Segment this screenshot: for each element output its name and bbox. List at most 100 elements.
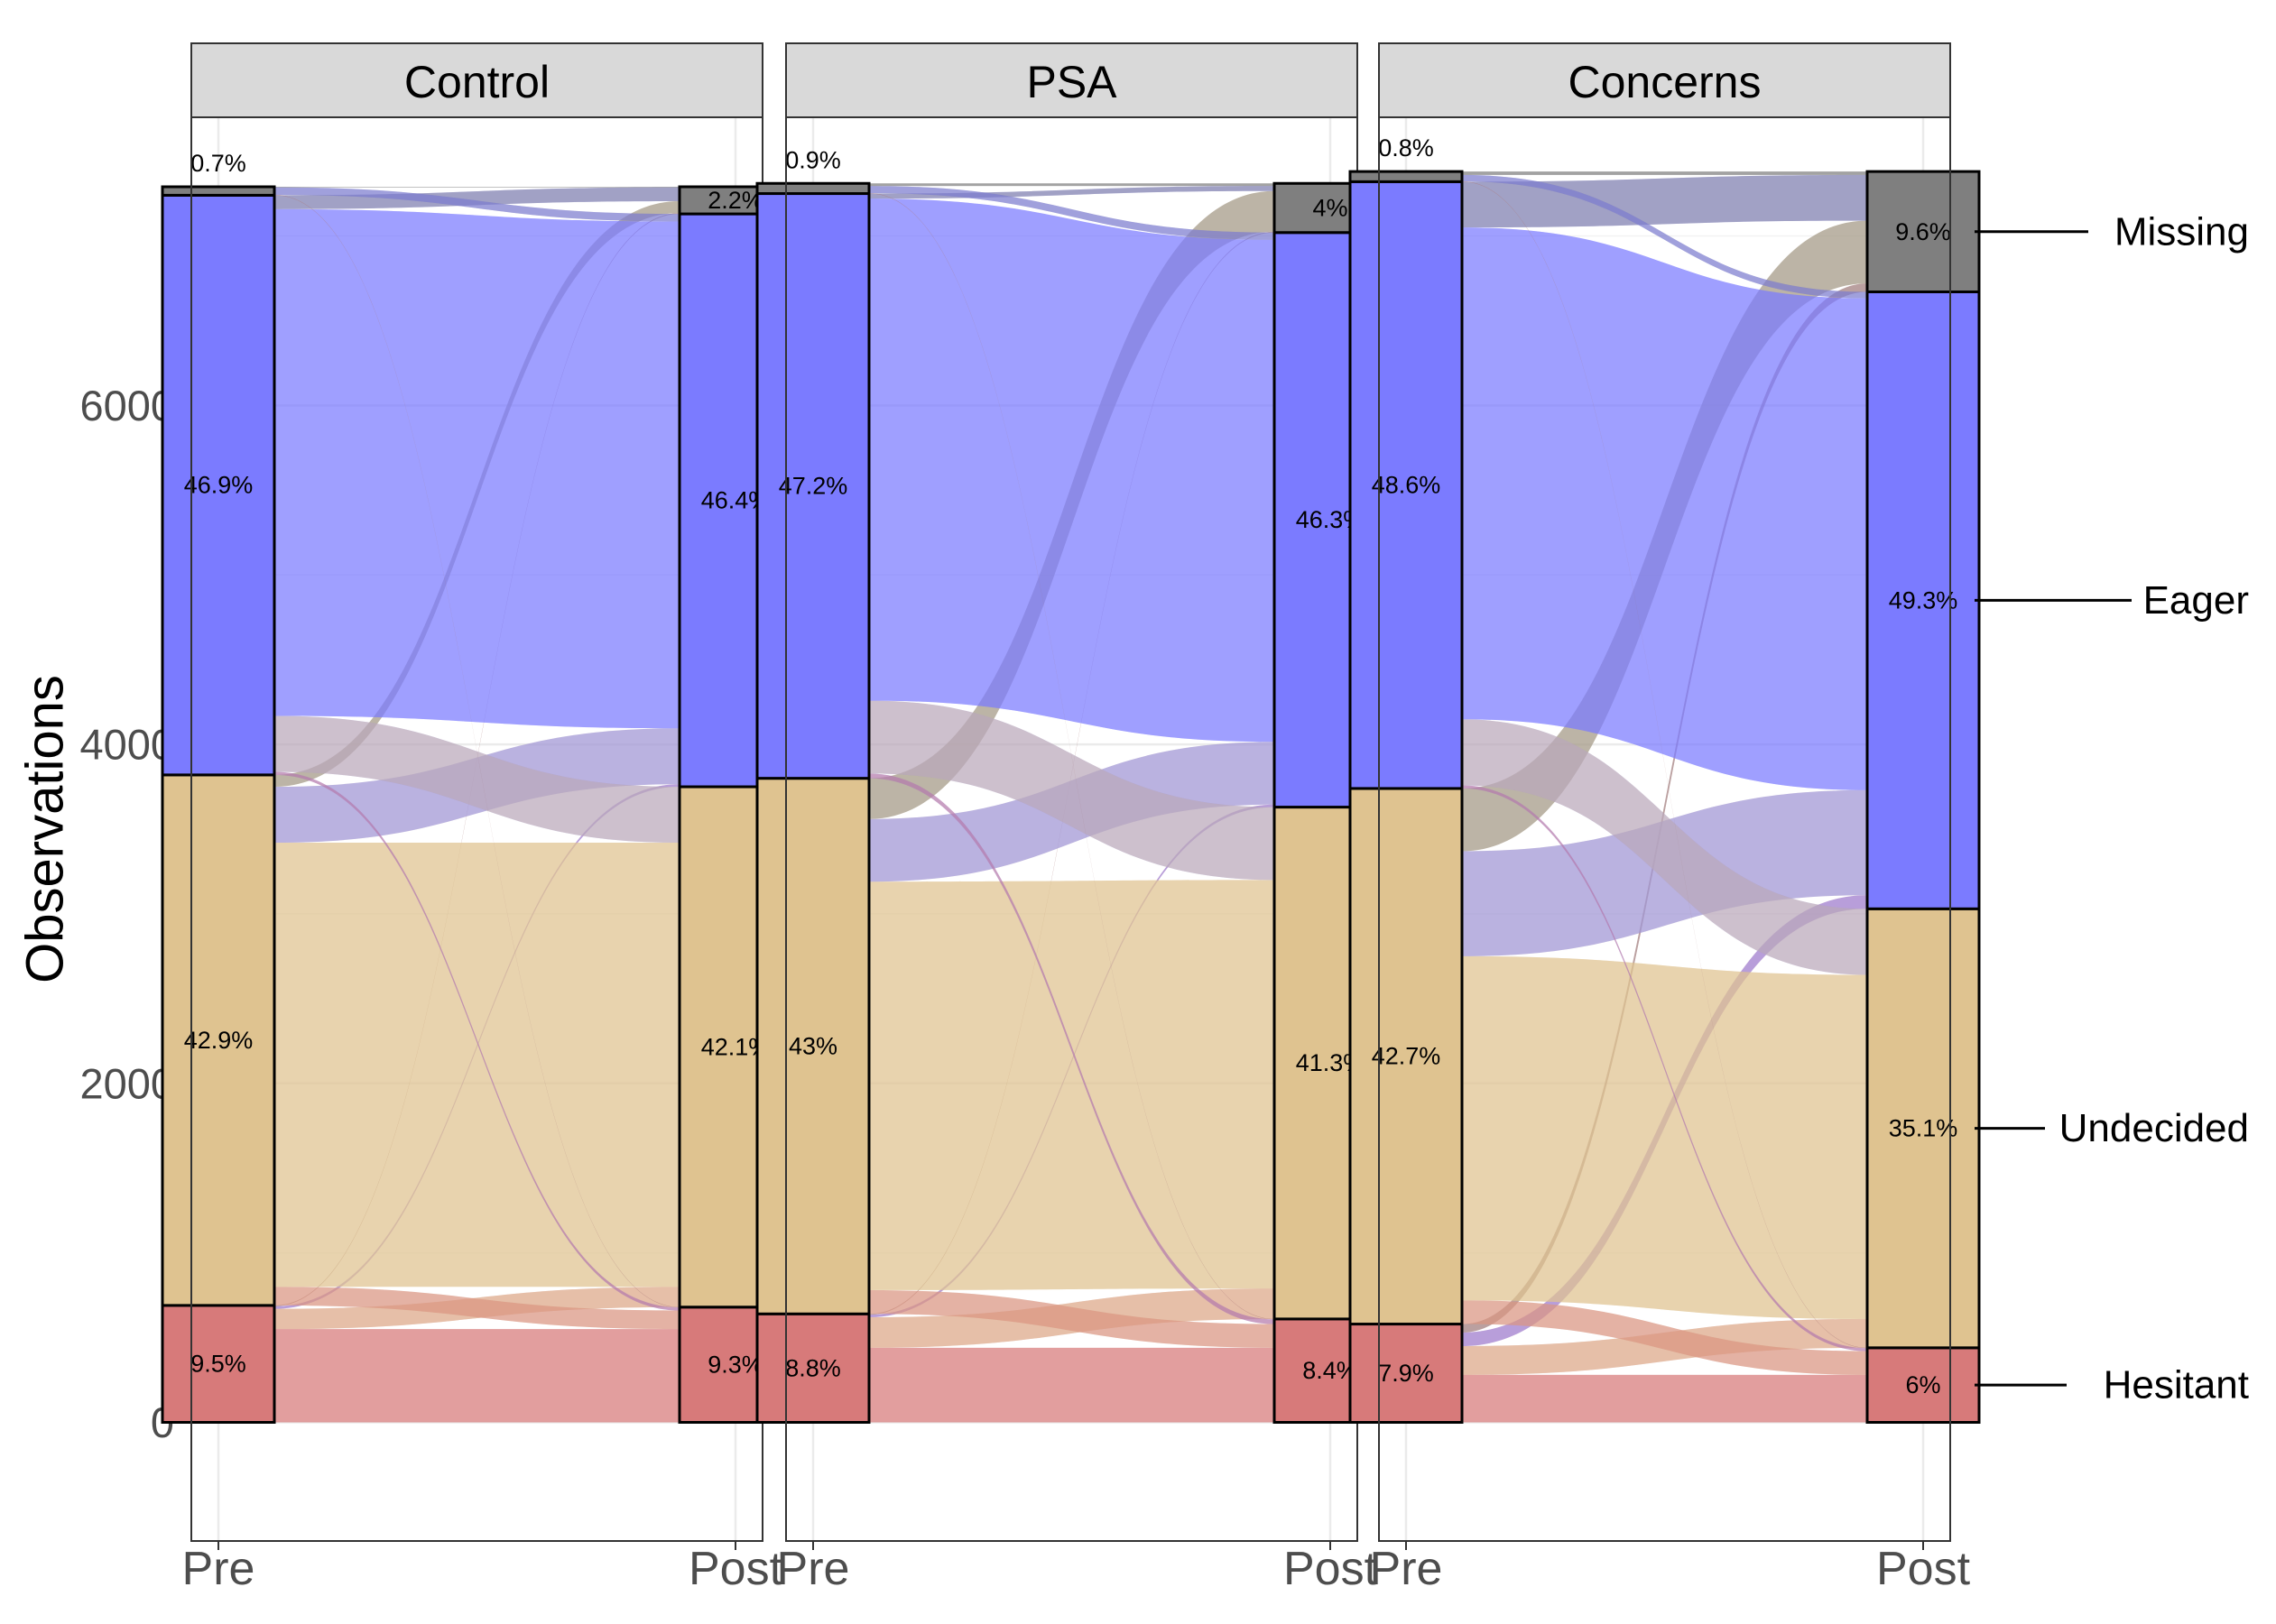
pre-stratum-hesitant bbox=[1348, 1323, 1464, 1424]
flow-eager-to-undecided-overlay bbox=[869, 700, 1274, 881]
post-label-eager: 49.3% bbox=[1889, 586, 1958, 614]
pre-stratum-eager bbox=[755, 192, 871, 780]
flow-missing-to-hesitant-overlay bbox=[869, 193, 1274, 1320]
flow-missing-to-missing bbox=[1462, 171, 1867, 175]
flow-missing-to-eager bbox=[274, 187, 680, 222]
flow-missing-to-missing-overlay bbox=[869, 183, 1274, 187]
pre-strata: 7.9% 42.7% 48.6% 0.8% bbox=[1348, 134, 1464, 1424]
x-tick-label-pre: Pre bbox=[1370, 1543, 1443, 1595]
pre-label-undecided: 42.7% bbox=[1372, 1043, 1441, 1070]
flow-hesitant-to-hesitant-overlay bbox=[869, 1347, 1274, 1423]
flow-eager-to-undecided bbox=[869, 700, 1274, 881]
flow-eager-to-undecided-overlay bbox=[274, 715, 680, 844]
flow-undecided-to-undecided bbox=[1462, 955, 1867, 1319]
flow-eager-to-undecided bbox=[1462, 719, 1867, 975]
flows bbox=[274, 187, 680, 1423]
flow-eager-to-hesitant bbox=[274, 771, 680, 1311]
flow-hesitant-to-hesitant bbox=[1462, 1374, 1867, 1423]
legend-label-eager: Eager bbox=[2143, 578, 2249, 623]
flow-hesitant-to-missing-overlay bbox=[1462, 283, 1867, 1333]
flow-missing-to-hesitant-overlay bbox=[1462, 181, 1867, 1349]
pre-label-eager: 47.2% bbox=[779, 473, 848, 500]
pre-label-hesitant: 9.5% bbox=[190, 1351, 246, 1378]
pre-stratum-undecided bbox=[161, 773, 276, 1307]
flows bbox=[869, 183, 1274, 1423]
x-tick-label-pre: Pre bbox=[182, 1543, 255, 1595]
y-tick-label-6000: 6000 bbox=[79, 382, 174, 429]
flow-eager-to-eager-overlay bbox=[1462, 227, 1867, 790]
post-label-missing: 2.2% bbox=[708, 187, 763, 214]
legend-label-missing: Missing bbox=[2114, 209, 2249, 254]
post-label-undecided: 35.1% bbox=[1889, 1115, 1958, 1142]
pre-stratum-missing bbox=[755, 181, 871, 196]
flow-missing-to-eager-overlay bbox=[869, 186, 1274, 240]
legend-label-undecided: Undecided bbox=[2059, 1106, 2249, 1150]
flow-hesitant-to-hesitant bbox=[274, 1329, 680, 1423]
flow-hesitant-to-hesitant bbox=[869, 1347, 1274, 1423]
pre-stratum-missing bbox=[1348, 170, 1464, 183]
flow-eager-to-undecided bbox=[274, 715, 680, 844]
flow-missing-to-eager bbox=[1462, 174, 1867, 299]
flow-eager-to-missing bbox=[274, 187, 680, 209]
post-stratum-undecided bbox=[1865, 907, 1981, 1350]
pre-stratum-hesitant bbox=[161, 1304, 276, 1424]
flow-eager-to-hesitant-overlay bbox=[869, 773, 1274, 1324]
pre-label-hesitant: 8.8% bbox=[785, 1354, 841, 1381]
flow-undecided-to-hesitant-overlay bbox=[274, 1287, 680, 1330]
flow-eager-to-undecided-overlay bbox=[1462, 719, 1867, 975]
flow-undecided-to-hesitant bbox=[869, 1289, 1274, 1348]
flow-missing-to-missing bbox=[274, 187, 680, 188]
flow-undecided-to-undecided bbox=[274, 843, 680, 1287]
pre-strata: 9.5% 42.9% 46.9% 0.7% bbox=[161, 150, 276, 1424]
flow-eager-to-missing-overlay bbox=[274, 187, 680, 209]
pre-label-eager: 48.6% bbox=[1372, 472, 1441, 499]
flow-missing-to-eager bbox=[869, 186, 1274, 240]
flow-eager-to-eager-overlay bbox=[274, 208, 680, 729]
y-tick-label-4000: 4000 bbox=[79, 721, 174, 769]
legend: Missing Eager Undecided Hesitant bbox=[1975, 209, 2249, 1407]
flow-missing-to-hesitant bbox=[869, 193, 1274, 1320]
post-strata: 6% 35.1% 49.3% 9.6% bbox=[1865, 170, 1981, 1425]
flow-eager-to-hesitant-overlay bbox=[1462, 785, 1867, 1352]
flow-hesitant-to-missing bbox=[1462, 283, 1867, 1333]
flow-missing-to-eager-overlay bbox=[1462, 174, 1867, 299]
x-tick-label-post: Post bbox=[1283, 1543, 1378, 1595]
pre-stratum-undecided bbox=[1348, 787, 1464, 1326]
pre-label-undecided: 42.9% bbox=[184, 1027, 254, 1054]
y-axis-title: Observations bbox=[16, 675, 75, 983]
pre-label-hesitant: 7.9% bbox=[1378, 1360, 1434, 1387]
flow-missing-to-hesitant bbox=[274, 195, 680, 1308]
x-tick-label-post: Post bbox=[1876, 1543, 1971, 1595]
pre-stratum-missing bbox=[161, 185, 276, 197]
post-label-missing: 9.6% bbox=[1895, 218, 1951, 245]
panel-title: PSA bbox=[1026, 57, 1117, 107]
panel-concerns: Concerns 7.9% 42.7% 48.6% 0.8% 6% 35.1% 49.3% 9.… bbox=[1348, 42, 1981, 1595]
flow-undecided-to-hesitant bbox=[1462, 1300, 1867, 1375]
flow-undecided-to-hesitant-overlay bbox=[1462, 1300, 1867, 1375]
post-stratum-missing bbox=[1865, 170, 1981, 293]
flow-undecided-to-hesitant-overlay bbox=[869, 1289, 1274, 1348]
flow-missing-to-eager-overlay bbox=[274, 187, 680, 222]
x-tick-label-post: Post bbox=[689, 1543, 783, 1595]
flow-eager-to-eager bbox=[869, 198, 1274, 743]
flow-eager-to-eager bbox=[1462, 227, 1867, 790]
flow-undecided-to-undecided bbox=[869, 880, 1274, 1290]
flow-eager-to-hesitant bbox=[869, 773, 1274, 1324]
pre-stratum-eager bbox=[161, 193, 276, 777]
flow-eager-to-hesitant bbox=[1462, 785, 1867, 1352]
flow-missing-to-hesitant bbox=[1462, 181, 1867, 1349]
panel-title: Concerns bbox=[1568, 57, 1762, 107]
flow-undecided-to-hesitant bbox=[274, 1287, 680, 1330]
flow-missing-to-missing-overlay bbox=[1462, 171, 1867, 175]
flow-undecided-to-undecided-overlay bbox=[869, 880, 1274, 1290]
x-tick-label-pre: Pre bbox=[777, 1543, 850, 1595]
pre-label-missing: 0.7% bbox=[190, 150, 246, 177]
panel-border bbox=[1378, 116, 1951, 1542]
panel-strip bbox=[785, 42, 1358, 118]
legend-label-hesitant: Hesitant bbox=[2104, 1363, 2249, 1407]
flow-eager-to-hesitant-overlay bbox=[274, 771, 680, 1311]
pre-label-eager: 46.9% bbox=[184, 472, 254, 499]
post-stratum-hesitant bbox=[1865, 1346, 1981, 1425]
